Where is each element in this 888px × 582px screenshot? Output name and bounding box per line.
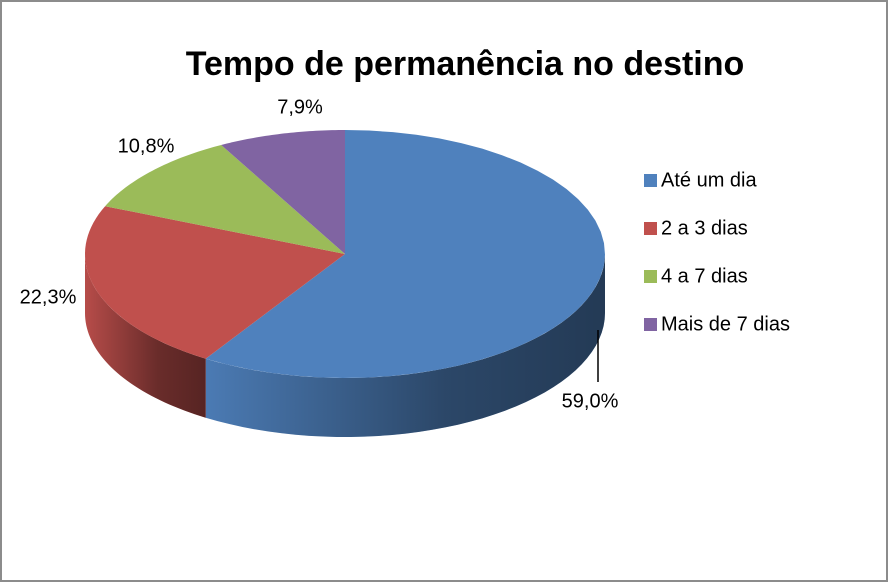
legend-swatch xyxy=(644,222,657,235)
legend-label: Mais de 7 dias xyxy=(661,313,790,335)
data-label: 22,3% xyxy=(20,286,77,308)
chart-title: Tempo de permanência no destino xyxy=(186,45,745,83)
legend-label: Até um dia xyxy=(661,169,757,191)
legend-swatch xyxy=(644,174,657,187)
data-label: 59,0% xyxy=(562,390,619,412)
legend-label: 4 a 7 dias xyxy=(661,265,748,287)
slice-side-shade xyxy=(205,254,605,437)
legend-label: 2 a 3 dias xyxy=(661,217,748,239)
data-label: 10,8% xyxy=(118,135,175,157)
slice-side-shade xyxy=(85,254,206,418)
slice xyxy=(85,206,345,359)
slice xyxy=(221,130,345,254)
slice xyxy=(105,144,345,254)
legend-swatch xyxy=(644,318,657,331)
legend-swatch xyxy=(644,270,657,283)
slice xyxy=(205,130,605,378)
data-label: 7,9% xyxy=(277,96,323,118)
